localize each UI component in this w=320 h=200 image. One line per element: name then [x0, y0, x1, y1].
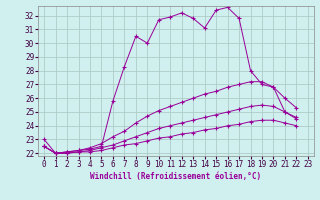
X-axis label: Windchill (Refroidissement éolien,°C): Windchill (Refroidissement éolien,°C) — [91, 172, 261, 181]
